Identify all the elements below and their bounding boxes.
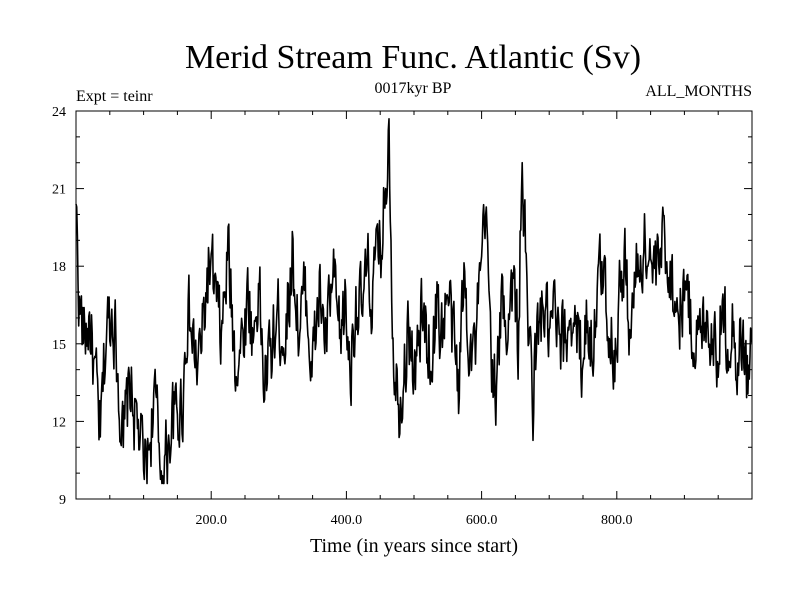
chart-title: Merid Stream Func. Atlantic (Sv) — [185, 39, 641, 76]
x-axis-label: Time (in years since start) — [310, 535, 518, 557]
time-period-label: 0017kyr BP — [375, 80, 452, 97]
y-tick-label: 24 — [52, 105, 66, 120]
y-tick-label: 18 — [52, 260, 66, 275]
plot-frame — [75, 110, 753, 500]
experiment-label: Expt = teinr — [76, 88, 153, 105]
y-axis: 9 12 15 18 21 24 — [52, 105, 752, 508]
y-tick-label: 15 — [52, 338, 66, 353]
x-axis: 200.0 400.0 600.0 800.0 — [109, 111, 719, 528]
x-tick-label: 800.0 — [601, 513, 633, 528]
months-label: ALL_MONTHS — [645, 83, 752, 100]
y-tick-label: 21 — [52, 183, 66, 198]
y-tick-label: 9 — [59, 493, 66, 508]
y-tick-label: 12 — [52, 415, 66, 430]
x-tick-label: 400.0 — [331, 513, 363, 528]
x-tick-label: 600.0 — [466, 513, 498, 528]
series-line — [75, 118, 753, 485]
x-tick-label: 200.0 — [195, 513, 227, 528]
